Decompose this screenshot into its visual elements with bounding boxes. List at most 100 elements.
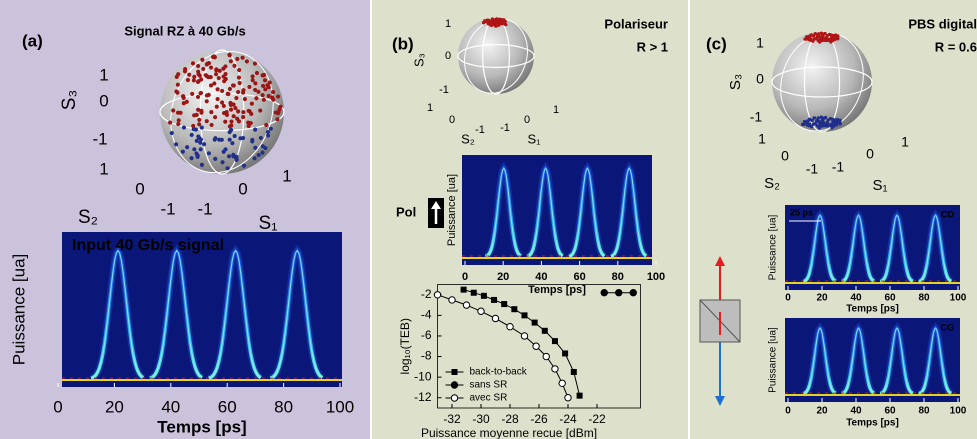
sphere-dot (492, 21, 496, 25)
sphere-dot (182, 69, 188, 74)
x-tick-label: 80 (918, 406, 930, 417)
sphere-dot (233, 106, 238, 111)
eye-pulse (880, 214, 914, 283)
sphere-body (772, 32, 872, 132)
sphere-dot (181, 125, 187, 130)
panel-label: (c) (706, 34, 727, 53)
sphere-dot (260, 93, 265, 98)
sphere-dot (197, 122, 202, 127)
sphere-dot (229, 119, 234, 124)
sphere-dot (236, 75, 242, 80)
x-tick-label: -26 (530, 412, 548, 426)
sphere-dot (213, 156, 218, 161)
x-tick-label: 40 (850, 406, 862, 417)
sphere-tick-label: 1 (901, 134, 909, 150)
sphere-dot (234, 154, 239, 159)
sphere-tick-label: 0 (135, 179, 144, 198)
sphere-dot (820, 124, 825, 128)
sphere-dot (215, 87, 220, 92)
panel-subtitle: R = 0.6 (935, 39, 977, 54)
sphere-dot (258, 108, 263, 113)
sphere-tick-label: 0 (524, 114, 530, 126)
sphere-dot (181, 95, 186, 100)
sphere-tick-label: 0 (99, 91, 108, 110)
x-axis-label: Temps [ps] (528, 284, 586, 296)
panel-label: (a) (22, 31, 43, 50)
marker (629, 289, 637, 297)
x-tick-label: 100 (950, 293, 967, 304)
sphere-equator (159, 92, 285, 132)
eye-pulse (841, 214, 875, 283)
eye-pulse (485, 167, 522, 258)
sphere-dot (249, 111, 254, 116)
sphere-dot (254, 70, 260, 76)
sphere-dot (810, 118, 814, 123)
sphere-dot (169, 130, 174, 136)
sphere-dot (213, 72, 219, 77)
x-tick-label: 20 (816, 406, 828, 417)
sphere-dot (838, 118, 842, 123)
sphere-axis-label: S₂ (764, 175, 780, 192)
sphere-dot (174, 142, 179, 147)
sphere-tick-label: 1 (99, 159, 108, 178)
sphere-dot (195, 79, 201, 84)
sphere-dot (202, 142, 207, 147)
sphere-dot (800, 122, 805, 127)
sphere-dot (212, 81, 217, 86)
x-tick-label: 60 (218, 397, 237, 416)
sphere-dot (813, 122, 818, 126)
sphere-dot (224, 110, 229, 115)
sphere-dot (264, 122, 269, 128)
eye-pulse (149, 249, 203, 379)
sphere-dot (208, 75, 213, 80)
sphere-dot (822, 116, 826, 120)
marker (501, 301, 508, 308)
sphere-dot (838, 121, 842, 126)
sphere-dot (237, 68, 242, 73)
sphere-dot (189, 156, 194, 161)
sphere-dot (270, 95, 275, 100)
y-tick-label: -2 (421, 287, 432, 301)
y-axis-label: Puissance [ua] (9, 254, 28, 366)
sphere-dot (824, 38, 828, 43)
sphere-dot (256, 153, 261, 158)
x-tick-label: -32 (443, 412, 461, 426)
sphere-dot (241, 135, 246, 141)
sphere-dot (254, 96, 259, 101)
sphere-dot (500, 22, 504, 26)
sphere-dot (199, 125, 204, 130)
sphere-dot (234, 95, 239, 101)
x-tick-label: 100 (950, 406, 967, 417)
sphere-dot (192, 74, 197, 79)
sphere-dot (215, 96, 220, 102)
sphere-dot (204, 99, 209, 104)
sphere-tick-label: 0 (445, 50, 451, 62)
sphere-tick-label: -1 (750, 109, 763, 125)
y-axis-label: Puissance [ua] (768, 327, 779, 393)
x-tick-label: -24 (559, 412, 577, 426)
sphere-dot (213, 115, 218, 120)
sphere-dot (252, 61, 258, 66)
marker (521, 312, 528, 319)
x-tick-label: 20 (497, 271, 509, 283)
sphere-dot (200, 57, 205, 62)
sphere-dot (187, 72, 192, 77)
eye-pulse (880, 327, 914, 395)
y-tick-label: -4 (421, 308, 432, 322)
sphere-tick-label: -1 (197, 199, 212, 218)
y-axis-label: Puissance [ua] (768, 214, 779, 280)
sphere-dot (190, 91, 195, 96)
sphere-dot (817, 32, 821, 36)
sphere-dot (219, 137, 224, 142)
panel-subtitle: R > 1 (637, 39, 668, 54)
marker (433, 291, 442, 299)
sphere-dot (253, 87, 258, 92)
sphere-dot (227, 124, 232, 129)
sphere-dot (811, 39, 815, 43)
sphere-meridian (170, 50, 274, 174)
sphere-dot (802, 119, 807, 124)
eye-pulse (918, 214, 952, 283)
sphere-dot (241, 88, 246, 93)
sphere-dot (223, 119, 228, 124)
